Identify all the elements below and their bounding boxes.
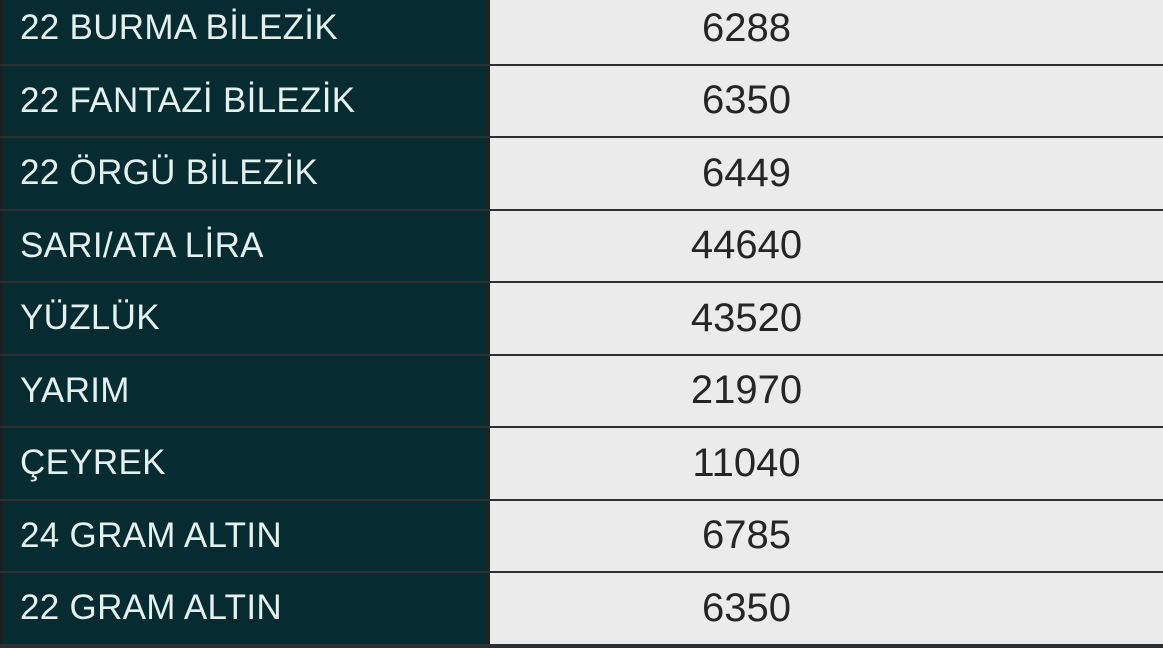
item-price: 43520	[490, 283, 1163, 354]
item-price: 6785	[490, 500, 1163, 571]
table-row: 24 GRAM ALTIN 6785	[0, 500, 1163, 573]
table-row: ÇEYREK 11040	[0, 428, 1163, 501]
table-row: 22 FANTAZİ BİLEZİK 6350	[0, 65, 1163, 138]
table-row: YÜZLÜK 43520	[0, 283, 1163, 356]
item-name: 22 FANTAZİ BİLEZİK	[0, 65, 490, 136]
item-price: 6350	[490, 65, 1163, 136]
item-name: 24 GRAM ALTIN	[0, 500, 490, 571]
table-row: YARIM 21970	[0, 355, 1163, 428]
item-name: 22 BURMA BİLEZİK	[0, 0, 490, 64]
item-name: YÜZLÜK	[0, 283, 490, 354]
item-name: 22 ÖRGÜ BİLEZİK	[0, 138, 490, 209]
item-price: 21970	[490, 355, 1163, 426]
item-price: 44640	[490, 210, 1163, 281]
table-row: 22 GRAM ALTIN 6350	[0, 573, 1163, 646]
item-name: 22 GRAM ALTIN	[0, 573, 490, 644]
item-name: ÇEYREK	[0, 428, 490, 499]
item-name: SARI/ATA LİRA	[0, 210, 490, 281]
item-price: 6350	[490, 573, 1163, 644]
item-price: 6449	[490, 138, 1163, 209]
item-price: 11040	[490, 428, 1163, 499]
item-name: YARIM	[0, 355, 490, 426]
table-row: SARI/ATA LİRA 44640	[0, 210, 1163, 283]
table-row: 22 ÖRGÜ BİLEZİK 6449	[0, 138, 1163, 211]
item-price: 6288	[490, 0, 1163, 64]
table-row: 22 BURMA BİLEZİK 6288	[0, 0, 1163, 66]
